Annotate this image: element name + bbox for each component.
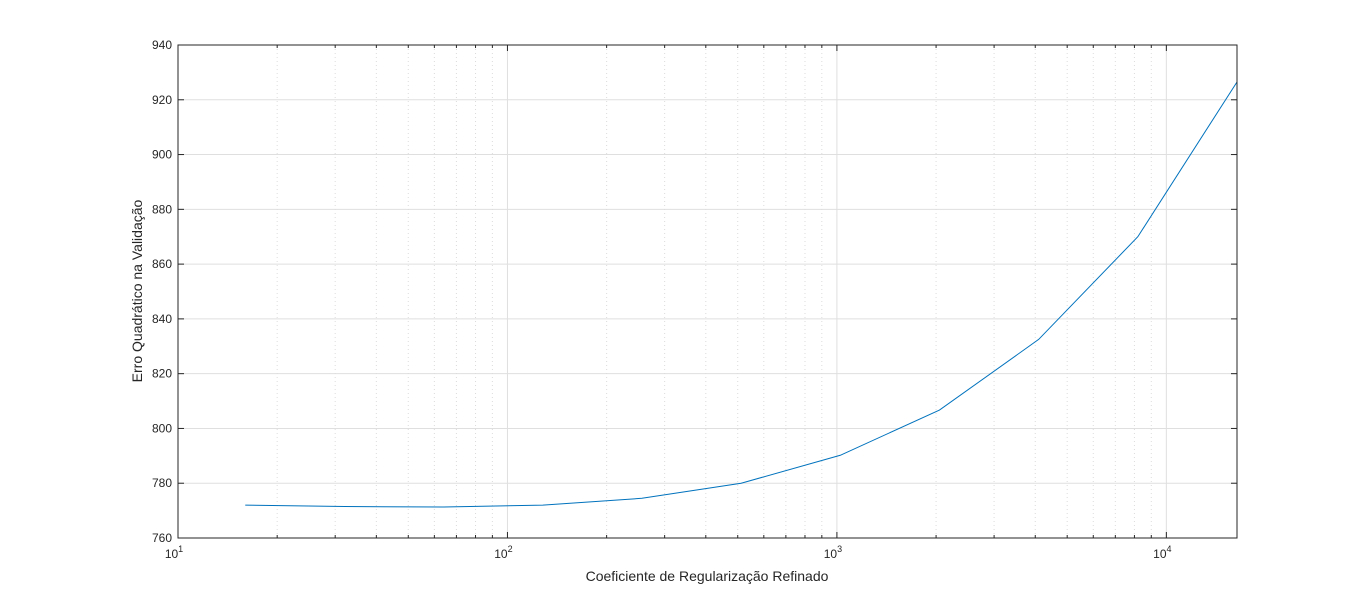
series-layer <box>245 81 1238 508</box>
y-tick-label: 780 <box>152 476 172 490</box>
x-tick-label: 103 <box>824 544 842 561</box>
y-tick-label: 800 <box>152 421 172 435</box>
plot-frame <box>177 44 1238 539</box>
y-tick-label: 900 <box>152 148 172 162</box>
series-line <box>245 81 1238 508</box>
y-tick-label: 760 <box>152 531 172 545</box>
ticks <box>177 44 1237 539</box>
y-tick-label: 920 <box>152 93 172 107</box>
y-tick-label: 880 <box>152 202 172 216</box>
y-tick-label: 820 <box>152 367 172 381</box>
tick-labels: 760 780 800 820 840 860 880 900 920 940 101 102 103 1… <box>152 38 1172 561</box>
y-axis-label: Erro Quadrático na Validação <box>129 199 145 382</box>
x-axis-label: Coeficiente de Regularização Refinado <box>586 568 829 584</box>
grid <box>178 45 1237 538</box>
x-tick-label: 102 <box>494 544 512 561</box>
plot-background <box>178 45 1237 538</box>
y-tick-label: 940 <box>152 38 172 52</box>
x-tick-label: 101 <box>165 544 183 561</box>
y-tick-label: 840 <box>152 312 172 326</box>
y-tick-label: 860 <box>152 257 172 271</box>
x-tick-label: 104 <box>1153 544 1171 561</box>
